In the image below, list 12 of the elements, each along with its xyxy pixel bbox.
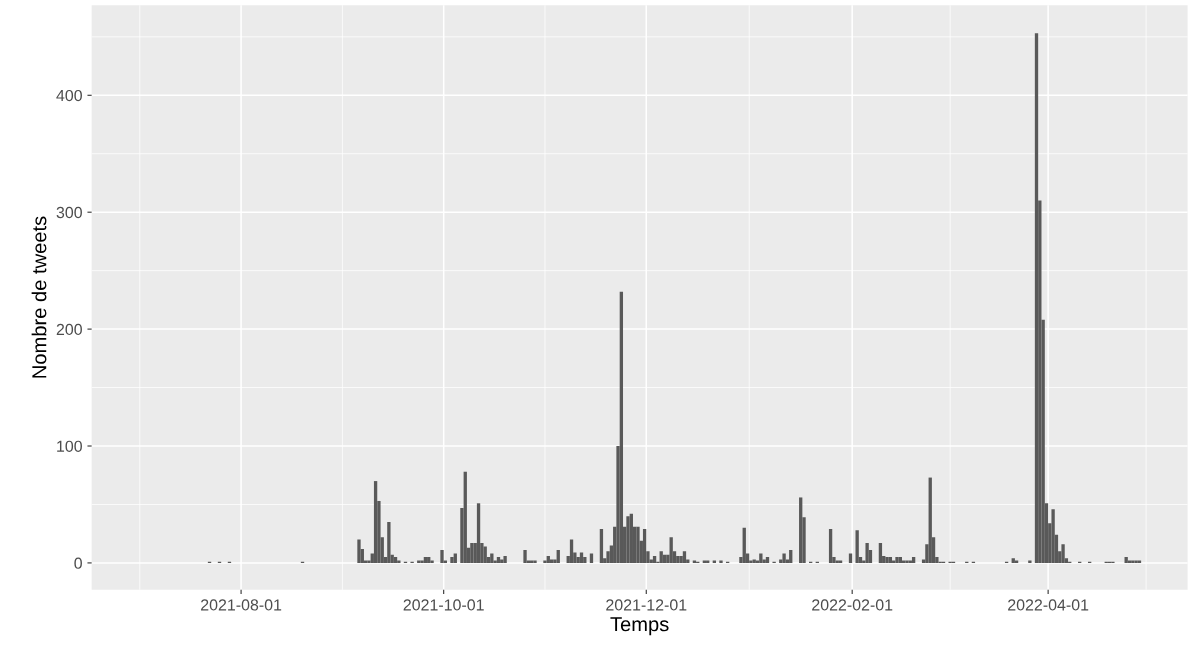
x-tick-label: 2022-04-01 bbox=[1008, 599, 1089, 611]
x-tick-label: 2022-02-01 bbox=[812, 599, 893, 611]
x-axis-title: Temps bbox=[610, 617, 669, 636]
y-tick-label: 100 bbox=[57, 440, 82, 452]
y-tick-label: 200 bbox=[56, 323, 82, 336]
y-axis-title: Nombre de tweets bbox=[31, 216, 47, 378]
x-tick-label: 2021-10-01 bbox=[403, 599, 484, 611]
y-tick-label: 0 bbox=[74, 557, 82, 569]
y-tick-label: 400 bbox=[56, 89, 82, 102]
y-tick-label: 300 bbox=[56, 206, 82, 219]
x-tick-label: 2021-12-01 bbox=[606, 599, 687, 611]
x-tick-label: 2021-08-01 bbox=[201, 599, 282, 611]
